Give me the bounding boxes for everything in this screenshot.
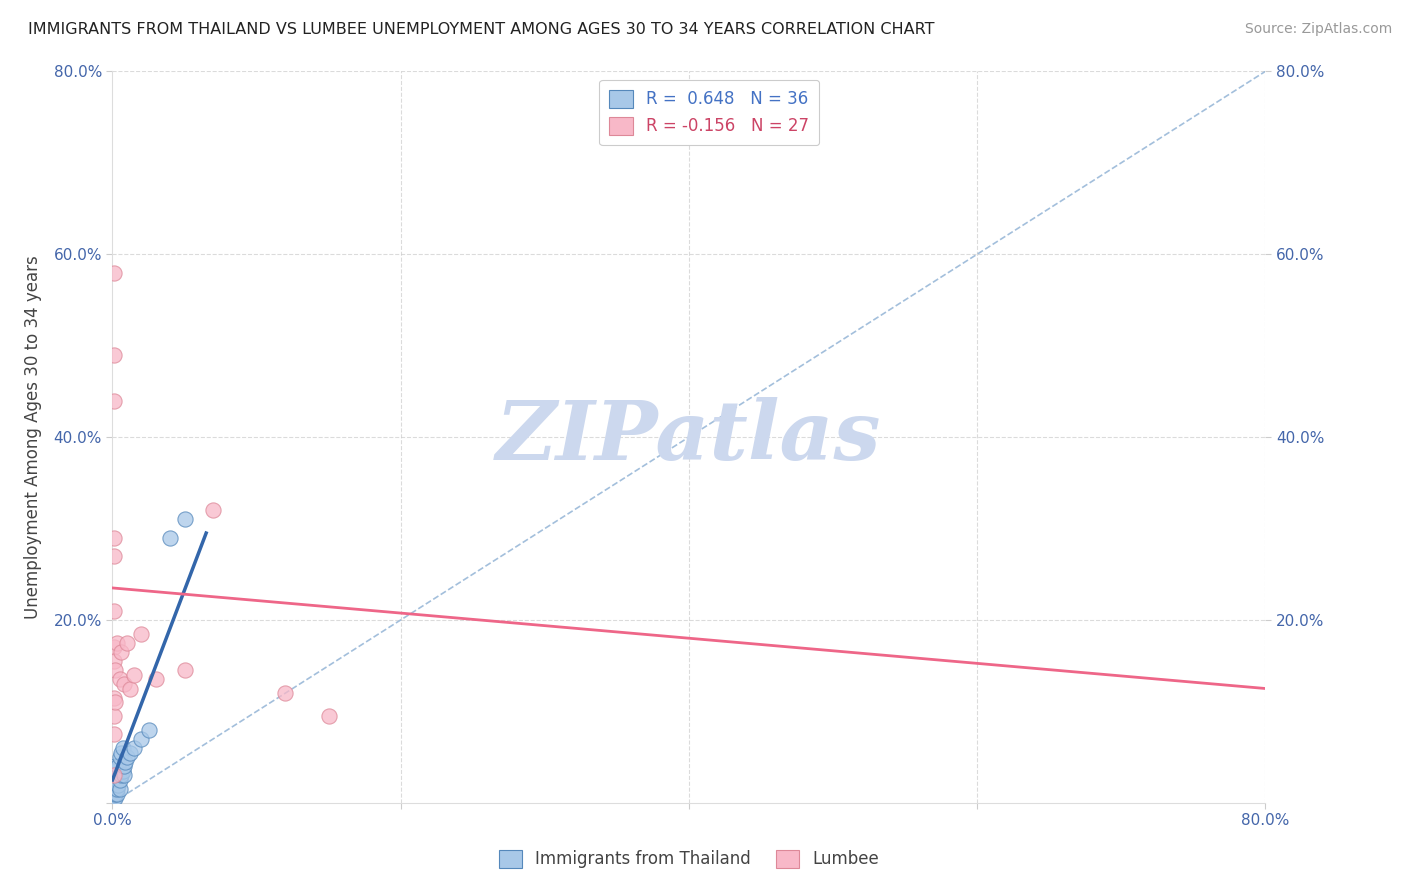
Point: [112, 768, 135, 782]
Point: [110, 746, 132, 760]
Point: [105, 782, 128, 797]
Point: [104, 759, 127, 773]
Point: [103, 549, 125, 563]
Point: [114, 755, 136, 769]
Point: [107, 759, 129, 773]
Point: [103, 690, 125, 705]
Point: [103, 393, 125, 408]
Point: [103, 789, 125, 803]
Point: [129, 626, 153, 640]
Legend: Immigrants from Thailand, Lumbee: Immigrants from Thailand, Lumbee: [492, 843, 886, 875]
Point: [103, 780, 125, 794]
Point: [112, 759, 135, 773]
Point: [111, 740, 134, 755]
Point: [104, 787, 127, 801]
Point: [108, 750, 131, 764]
Point: [103, 764, 125, 778]
Point: [318, 709, 340, 723]
Point: [108, 673, 131, 687]
Point: [103, 791, 125, 805]
Text: IMMIGRANTS FROM THAILAND VS LUMBEE UNEMPLOYMENT AMONG AGES 30 TO 34 YEARS CORREL: IMMIGRANTS FROM THAILAND VS LUMBEE UNEMP…: [28, 22, 935, 37]
Point: [145, 673, 167, 687]
Point: [104, 663, 127, 677]
Point: [103, 348, 125, 362]
Point: [129, 731, 153, 746]
Point: [202, 503, 225, 517]
Point: [103, 775, 125, 789]
Point: [104, 782, 127, 797]
Text: ZIPatlas: ZIPatlas: [496, 397, 882, 477]
Point: [122, 667, 145, 681]
Text: Source: ZipAtlas.com: Source: ZipAtlas.com: [1244, 22, 1392, 37]
Point: [104, 777, 127, 792]
Y-axis label: Unemployment Among Ages 30 to 34 years: Unemployment Among Ages 30 to 34 years: [24, 255, 42, 619]
Point: [103, 709, 125, 723]
Point: [105, 787, 128, 801]
Point: [118, 746, 141, 760]
Point: [173, 512, 195, 526]
Point: [111, 764, 134, 778]
Point: [138, 723, 160, 737]
Point: [105, 636, 128, 650]
Point: [104, 695, 127, 709]
Point: [108, 782, 131, 797]
Point: [103, 782, 125, 797]
Point: [274, 686, 297, 700]
Point: [103, 768, 125, 782]
Point: [110, 645, 132, 659]
Point: [104, 791, 127, 805]
Point: [115, 750, 138, 764]
Point: [103, 640, 125, 655]
Point: [115, 636, 138, 650]
Point: [122, 740, 145, 755]
Point: [103, 772, 125, 787]
Point: [108, 772, 131, 787]
Point: [103, 604, 125, 618]
Point: [103, 768, 125, 782]
Point: [112, 677, 135, 691]
Point: [103, 785, 125, 799]
Point: [105, 772, 128, 787]
Point: [173, 663, 195, 677]
Point: [103, 266, 125, 280]
Point: [159, 531, 181, 545]
Point: [107, 777, 129, 792]
Point: [110, 768, 132, 782]
Point: [103, 654, 125, 668]
Point: [103, 531, 125, 545]
Point: [103, 727, 125, 741]
Point: [118, 681, 141, 696]
